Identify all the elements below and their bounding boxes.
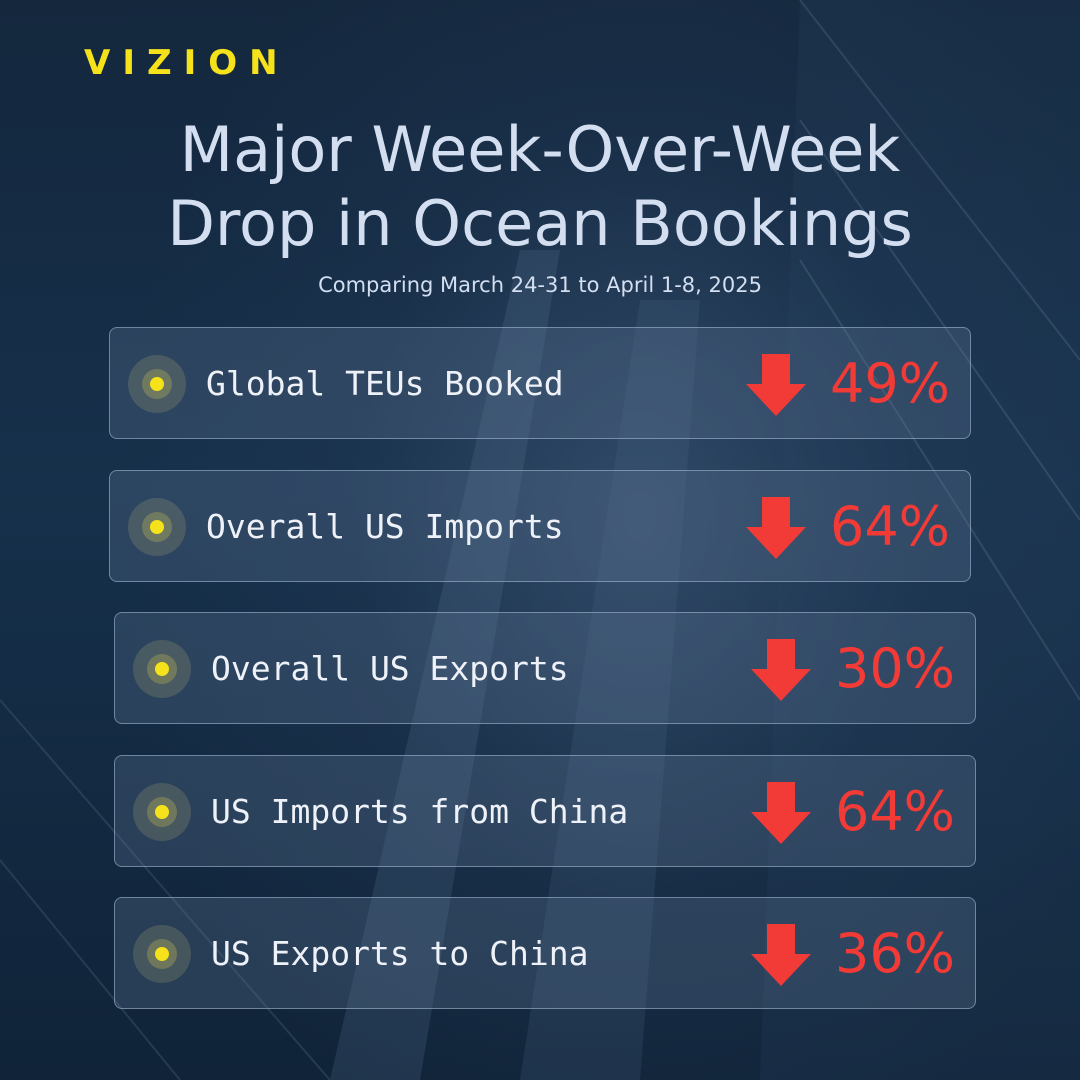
metric-change-percent: 49% (829, 352, 950, 415)
metric-card-us-exports: Overall US Exports 30% (114, 612, 976, 724)
metric-label: Overall US Imports (206, 507, 564, 546)
page-title-line-2: Drop in Ocean Bookings (167, 187, 913, 260)
metric-card-us-imports: Overall US Imports 64% (109, 470, 971, 582)
arrow-down-icon (751, 782, 811, 844)
bullet-dot-icon (133, 640, 191, 698)
arrow-down-icon (746, 497, 806, 559)
arrow-down-icon (751, 639, 811, 701)
metric-change-percent: 64% (829, 495, 950, 558)
page-subtitle: Comparing March 24-31 to April 1-8, 2025 (318, 273, 762, 297)
metric-label: Global TEUs Booked (206, 364, 564, 403)
metric-change-percent: 36% (834, 922, 955, 985)
metric-card-global-teus: Global TEUs Booked 49% (109, 327, 971, 439)
bullet-dot-icon (133, 783, 191, 841)
metric-change-percent: 30% (834, 637, 955, 700)
arrow-down-icon (751, 924, 811, 986)
bullet-dot-icon (128, 498, 186, 556)
metric-change-percent: 64% (834, 780, 955, 843)
metric-label: Overall US Exports (211, 649, 569, 688)
vizion-logo: VIZION (84, 43, 290, 83)
bullet-dot-icon (128, 355, 186, 413)
bullet-dot-icon (133, 925, 191, 983)
metric-card-us-exports-china: US Exports to China 36% (114, 897, 976, 1009)
page-title-line-1: Major Week-Over-Week (179, 113, 901, 186)
arrow-down-icon (746, 354, 806, 416)
metric-label: US Exports to China (211, 934, 589, 973)
metric-label: US Imports from China (211, 792, 629, 831)
metric-card-us-imports-china: US Imports from China 64% (114, 755, 976, 867)
